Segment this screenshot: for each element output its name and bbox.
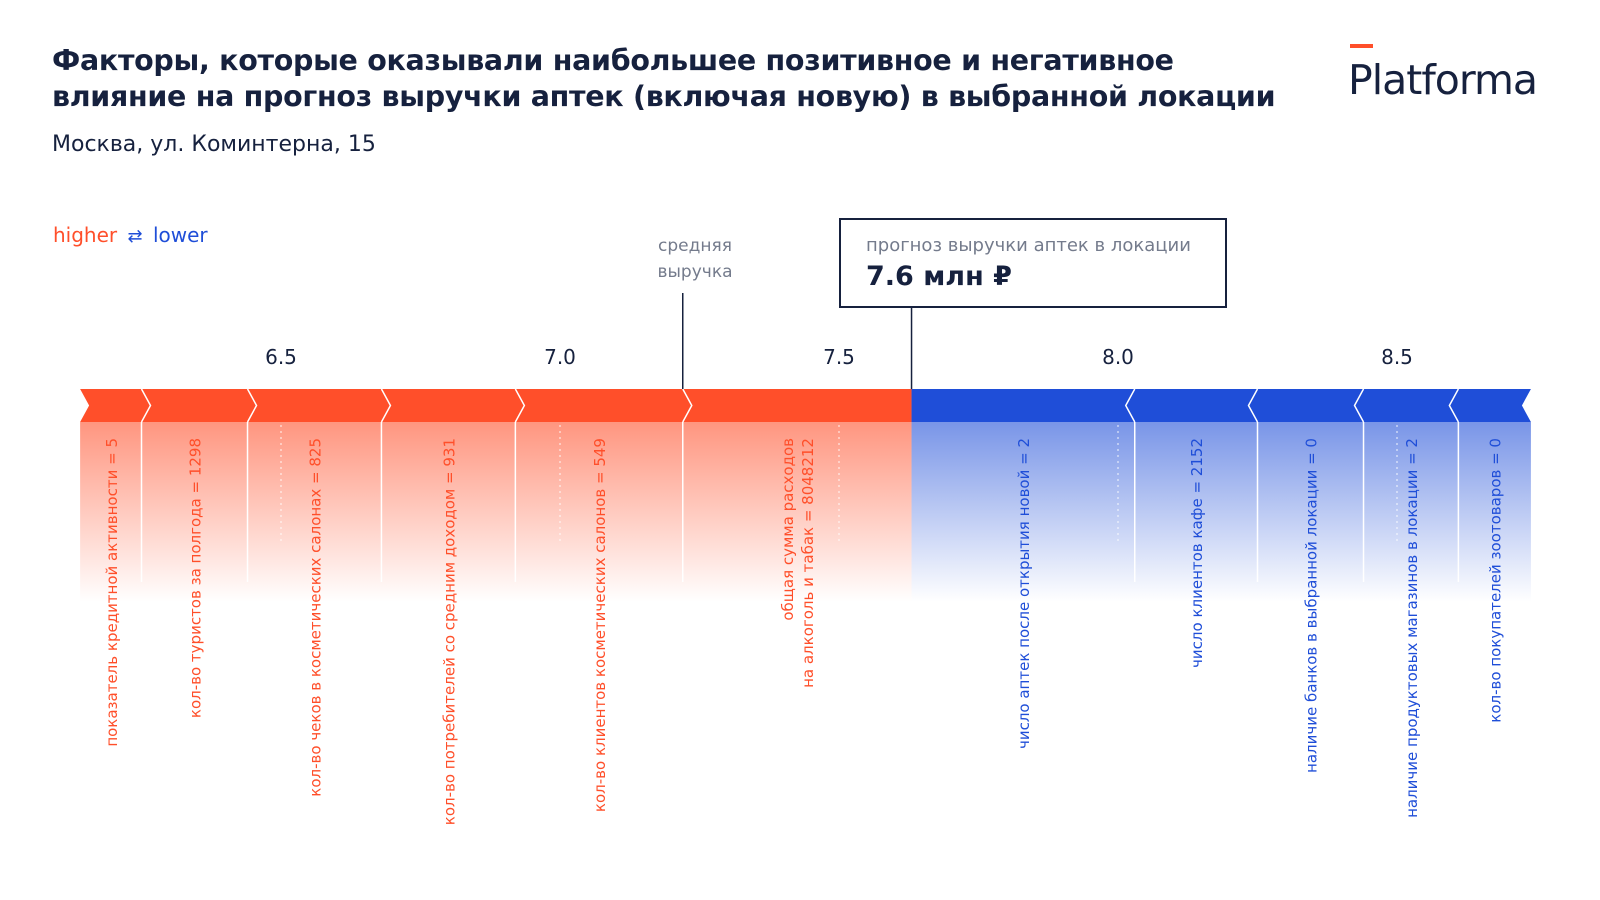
x-tick-label: 7.0 bbox=[544, 345, 576, 369]
positive-feature-bar bbox=[141, 389, 257, 422]
segment-separator bbox=[1124, 388, 1136, 423]
legend-lower: lower bbox=[152, 223, 208, 247]
legend-higher: higher bbox=[53, 223, 118, 247]
average-revenue-label: средняя выручка bbox=[657, 236, 733, 282]
negative-feature-bar bbox=[911, 389, 1135, 422]
feature-label: наличие продуктовых магазинов в локации … bbox=[1403, 438, 1421, 818]
segment-separator bbox=[682, 388, 693, 423]
logo-text: Platforma bbox=[1348, 56, 1538, 104]
swap-arrows-icon: ⇄ bbox=[127, 226, 143, 247]
positive-gradient-area bbox=[80, 422, 912, 602]
higher-lower-legend: higher ⇄ lower bbox=[53, 223, 208, 247]
negative-feature-bar bbox=[1354, 389, 1459, 422]
segment-separator bbox=[1353, 388, 1365, 423]
page-title: Факторы, которые оказывали наибольшее по… bbox=[52, 44, 1276, 113]
segment-separator bbox=[380, 388, 392, 423]
x-tick-label: 6.5 bbox=[265, 345, 297, 369]
feature-label: кол-во клиентов косметических салонов = … bbox=[591, 438, 609, 812]
prediction-value: 7.6 млн ₽ bbox=[866, 261, 1012, 292]
location-address: Москва, ул. Коминтерна, 15 bbox=[52, 132, 376, 157]
feature-label: кол-во чеков в косметических салонах = 8… bbox=[306, 438, 324, 797]
feature-label: наличие банков в выбранной локации = 0 bbox=[1303, 438, 1321, 773]
positive-feature-bar bbox=[515, 389, 692, 422]
segment-separator bbox=[140, 388, 152, 423]
feature-label: общая сумма расходов bbox=[779, 438, 797, 621]
feature-label: число аптек после открытия новой = 2 bbox=[1015, 438, 1033, 749]
feature-label: показатель кредитной активности = 5 bbox=[103, 438, 121, 747]
positive-feature-bar bbox=[247, 389, 391, 422]
feature-label: кол-во туристов за полгода = 1298 bbox=[187, 438, 205, 718]
positive-feature-bar bbox=[381, 389, 525, 422]
segment-separator bbox=[246, 388, 258, 423]
feature-label: на алкоголь и табак = 8048212 bbox=[799, 438, 817, 688]
positive-feature-bar bbox=[80, 389, 151, 422]
platforma-logo: Platforma bbox=[1348, 44, 1565, 104]
prediction-label: прогноз выручки аптек в локации bbox=[866, 235, 1191, 256]
negative-feature-bar bbox=[1125, 389, 1258, 422]
feature-label: число клиентов кафе = 2152 bbox=[1188, 438, 1206, 668]
logo-accent-bar bbox=[1350, 44, 1373, 48]
x-tick-label: 7.5 bbox=[823, 345, 855, 369]
segment-separator bbox=[1448, 388, 1460, 423]
x-tick-label: 8.5 bbox=[1381, 345, 1413, 369]
negative-gradient-area bbox=[911, 422, 1531, 602]
feature-label: кол-во покупателей зоотоваров = 0 bbox=[1487, 438, 1505, 723]
segment-separator bbox=[1247, 388, 1259, 423]
negative-feature-bar bbox=[1248, 389, 1364, 422]
prediction-callout: прогноз выручки аптек в локации 7.6 млн … bbox=[839, 218, 1227, 308]
x-tick-label: 8.0 bbox=[1102, 345, 1134, 369]
segment-separator bbox=[514, 388, 526, 423]
negative-feature-bar bbox=[1449, 389, 1531, 422]
feature-label: кол-во потребителей со средним доходом =… bbox=[440, 438, 458, 825]
positive-feature-bar bbox=[682, 389, 912, 422]
